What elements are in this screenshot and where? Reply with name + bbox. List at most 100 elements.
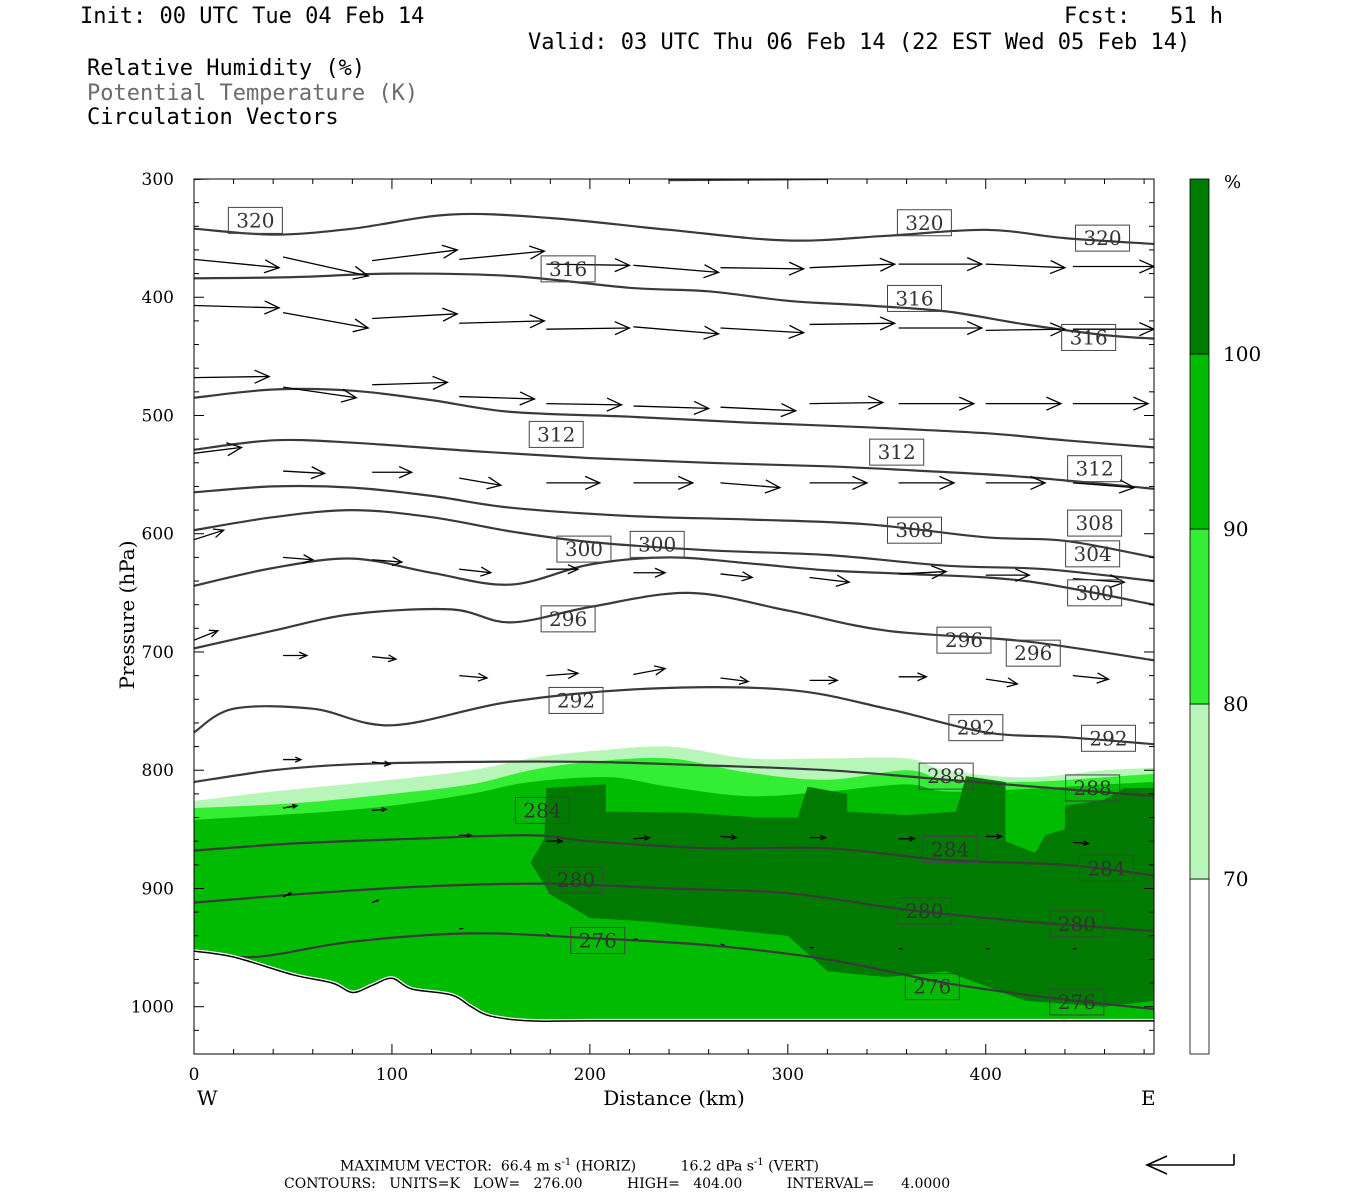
- isentrope-label-box: [904, 973, 960, 1001]
- vector-arrow: [546, 475, 602, 491]
- vector-arrow: [282, 256, 370, 280]
- isentrope-label-box: [1080, 724, 1136, 752]
- vector-arrow: [459, 566, 493, 577]
- vector-arrow: [282, 892, 293, 898]
- isentrope-label-box: [629, 530, 685, 558]
- vector-arrow: [985, 259, 1067, 275]
- vector-arrow: [898, 565, 948, 580]
- vector-arrow: [546, 397, 624, 412]
- isentrope-label-box: [896, 897, 952, 925]
- x-tick-label: 100: [376, 1065, 408, 1085]
- isentrope-line: [194, 882, 1154, 933]
- vector-arrow: [898, 396, 976, 411]
- vector-arrow: [809, 475, 869, 491]
- vector-arrow: [282, 386, 358, 403]
- vector-arrow: [720, 402, 798, 418]
- isentrope-label: 296: [1014, 641, 1052, 665]
- colorbar-segment: [1189, 878, 1210, 1055]
- vector-arrow: [985, 396, 1063, 411]
- isentrope-label: 284: [523, 798, 561, 822]
- isentrope-label: 320: [1083, 226, 1121, 250]
- vector-arrow: [898, 835, 917, 842]
- isentrope-label-box: [948, 714, 1004, 742]
- vector-arrow: [809, 675, 839, 685]
- vector-arrow: [809, 316, 897, 331]
- valid-time: Valid: 03 UTC Thu 06 Feb 14 (22 EST Wed …: [528, 30, 1191, 55]
- vector-arrow: [194, 258, 281, 274]
- vector-arrow: [459, 314, 546, 329]
- y-tick-label: 700: [142, 643, 174, 663]
- vector-arrow: [985, 475, 1047, 491]
- vector-arrow: [809, 834, 828, 841]
- vector-arrow: [372, 556, 404, 567]
- vector-arrow: [720, 675, 750, 685]
- vector-arrow: [809, 257, 897, 272]
- isentrope-label-box: [528, 420, 584, 448]
- isentrope-label-box: [227, 206, 283, 234]
- vector-arrow: [1072, 259, 1154, 274]
- vector-arrow: [720, 324, 806, 340]
- vector-arrow: [194, 369, 271, 384]
- vector-arrow: [546, 838, 564, 845]
- isentrope-label-box: [886, 284, 942, 312]
- axes: 300 400 500 600 700 800 900 1000 0 100 200 300 400: [131, 170, 1154, 1085]
- isentrope-label: 308: [1076, 511, 1114, 535]
- vector-arrow: [985, 833, 1004, 840]
- isentrope-label: 304: [1074, 542, 1112, 566]
- vector-arrow: [1072, 396, 1150, 411]
- isentrope-line: [194, 387, 1154, 449]
- isentrope-label: 280: [557, 868, 595, 892]
- ground-surface: [194, 949, 1154, 1024]
- isentrope-line: [194, 212, 1154, 246]
- vector-arrow: [985, 568, 1031, 582]
- field-title-humidity: Relative Humidity (%): [87, 56, 366, 81]
- isentrope-label-box: [918, 762, 974, 790]
- isentrope-line: [194, 932, 1154, 1011]
- isentrope-line: [194, 508, 1154, 583]
- vector-arrow: [1072, 840, 1091, 847]
- vector-arrow: [459, 832, 473, 838]
- isentrope-label-box: [886, 516, 942, 544]
- east-label: E: [1141, 1086, 1156, 1110]
- vector-arrow: [985, 322, 1067, 337]
- isentrope-label: 276: [1058, 990, 1096, 1014]
- vector-arrow: [898, 320, 984, 336]
- vector-arrow: [633, 400, 711, 416]
- vector-arrow: [372, 760, 392, 767]
- vector-arrow: [720, 943, 725, 946]
- field-title-theta: Potential Temperature (K): [87, 81, 419, 106]
- vector-arrow: [372, 807, 388, 813]
- isentrope-label-box: [1067, 509, 1123, 537]
- isentrope-label-box: [896, 209, 952, 237]
- isentrope-label: 300: [638, 532, 676, 556]
- isentrope-label-box: [1049, 988, 1105, 1016]
- vector-arrow: [283, 466, 327, 480]
- isentrope-label: 276: [913, 975, 951, 999]
- isentrope-label: 312: [1076, 457, 1114, 481]
- x-tick-label: 200: [574, 1065, 606, 1085]
- isentrope-label-box: [540, 605, 596, 633]
- vector-arrow: [1072, 574, 1126, 589]
- max-vector-text: MAXIMUM VECTOR: 66.4 m s-1 (HORIZ) 16.2 …: [340, 1157, 820, 1175]
- colorbar-level-label: 70: [1223, 867, 1248, 891]
- y-tick-label: 400: [142, 288, 174, 308]
- isentrope-label: 320: [236, 208, 274, 232]
- surface-line: [194, 950, 1154, 1023]
- vector-arrow: [1072, 479, 1136, 494]
- vector-arrow: [809, 395, 885, 410]
- humidity-band->100: [530, 776, 1154, 1007]
- vector-arrow: [720, 834, 738, 841]
- isentrope-line: [194, 556, 1154, 606]
- isentrope-label: 312: [878, 440, 916, 464]
- vector-arrow: [282, 311, 370, 333]
- isentrope-line: [194, 484, 1154, 559]
- contour-info: CONTOURS: UNITS=K LOW= 276.00 HIGH= 404.…: [284, 1176, 951, 1192]
- vector-arrow: [372, 244, 459, 262]
- vector-arrow: [720, 571, 754, 582]
- x-tick-label: 300: [772, 1065, 804, 1085]
- isentrope-label: 280: [905, 899, 943, 923]
- isentrope-label-box: [1078, 854, 1134, 882]
- isentrope-label: 316: [1070, 325, 1108, 349]
- isentrope-label-box: [1065, 774, 1121, 802]
